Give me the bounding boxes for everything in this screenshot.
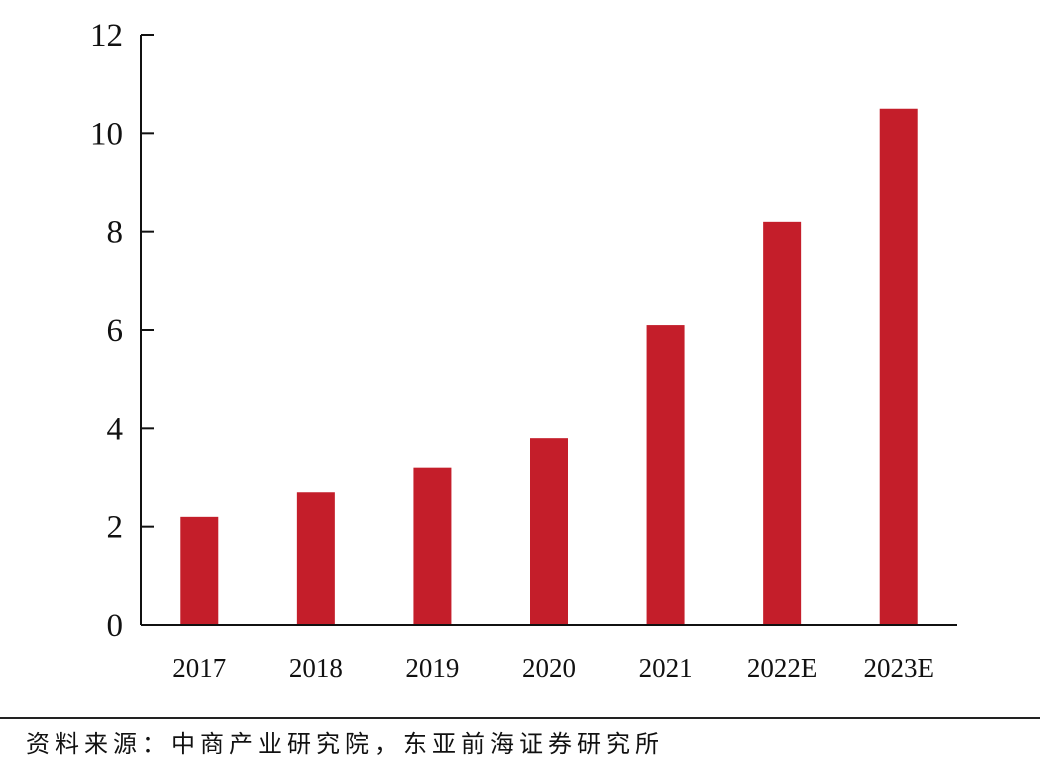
y-tick-label: 12 [90, 18, 123, 54]
source-note: 资料来源：中商产业研究院，东亚前海证券研究所 [26, 730, 664, 758]
bar-2021 [646, 325, 685, 625]
x-category-label: 2023E [863, 653, 934, 683]
y-tick-label: 10 [90, 116, 123, 152]
x-category-label: 2021 [639, 653, 693, 683]
bar-chart: 0 2 4 6 8 10 12 2017 2018 2019 2020 2021 2022E 2023E [90, 18, 957, 683]
x-category-label: 2019 [405, 653, 459, 683]
bar-2019 [413, 467, 452, 625]
bar-2020 [530, 438, 568, 625]
bar-2017 [180, 516, 219, 625]
y-tick-label: 4 [107, 411, 124, 447]
y-tick-label: 8 [107, 215, 124, 251]
footer-divider [0, 717, 1040, 719]
x-category-label: 2017 [172, 653, 226, 683]
y-tick-label: 2 [107, 510, 124, 546]
bar-2022E [763, 221, 802, 626]
x-axis-labels: 2017 2018 2019 2020 2021 2022E 2023E [172, 653, 934, 683]
x-category-label: 2018 [289, 653, 343, 683]
y-axis-ticks: 0 2 4 6 8 10 12 [90, 18, 154, 644]
y-tick-label: 6 [107, 313, 124, 349]
y-tick-label: 0 [107, 608, 124, 644]
bar-2018 [296, 492, 335, 625]
x-category-label: 2022E [747, 653, 818, 683]
bars [180, 108, 918, 626]
x-category-label: 2020 [522, 653, 576, 683]
bar-2023E [879, 108, 918, 625]
